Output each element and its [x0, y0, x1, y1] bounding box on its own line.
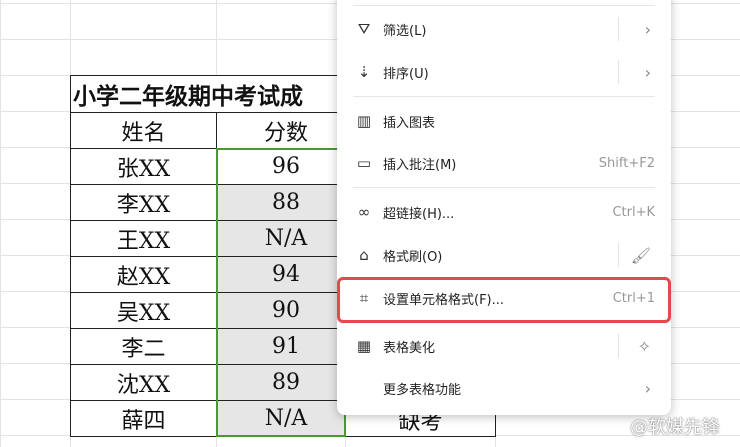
watermark: @软媒先锋 [630, 417, 720, 438]
menu-item[interactable]: ⌂ 格式刷(O) 🖌 [337, 235, 671, 275]
score-cell[interactable]: N/A [216, 220, 356, 257]
header-score[interactable]: 分数 [216, 112, 356, 149]
name-cell[interactable]: 薛四 [70, 400, 217, 437]
menu-item-label: 排序(U) [383, 66, 429, 82]
menu-item-label: 格式刷(O) [383, 249, 443, 265]
menu-separator [353, 5, 655, 6]
score-cell[interactable]: 96 [216, 148, 356, 185]
divider [618, 17, 619, 41]
divider [618, 60, 619, 84]
sort-icon: ⇣ [357, 63, 371, 81]
magic-wand-icon[interactable]: ✧ [637, 336, 651, 356]
highlight-box [337, 277, 671, 323]
name-cell[interactable]: 张XX [70, 148, 217, 185]
chevron-right-icon[interactable]: › [644, 19, 651, 39]
menu-item-label: 超链接(H)... [383, 206, 455, 222]
shortcut-label: Ctrl+1 [612, 290, 655, 306]
menu-item[interactable]: ⇣ 排序(U) › [337, 52, 671, 92]
name-cell[interactable]: 王XX [70, 220, 217, 257]
score-cell[interactable]: N/A [216, 400, 356, 437]
menu-item-label: 插入图表 [383, 115, 436, 131]
chevron-right-icon[interactable]: › [644, 378, 651, 398]
score-cell[interactable]: 88 [216, 184, 356, 221]
menu-item-label: 更多表格功能 [383, 382, 462, 398]
chart-icon: ▥ [356, 112, 372, 130]
header-name[interactable]: 姓名 [70, 112, 217, 149]
menu-item[interactable]: ▦ 表格美化 ✧ [337, 326, 671, 366]
menu-item[interactable]: ⛛ 筛选(L) › [337, 9, 671, 49]
menu-item[interactable]: ▭ 插入批注(M) Shift+F2 [337, 143, 671, 183]
filter-icon: ⛛ [357, 20, 371, 38]
brush-icon[interactable]: 🖌 [630, 245, 651, 265]
table-beautify-icon: ▦ [356, 337, 372, 355]
name-cell[interactable]: 沈XX [70, 364, 217, 401]
score-cell[interactable]: 89 [216, 364, 356, 401]
context-menu: ⛛ 筛选(L) › ⇣ 排序(U) › ▥ 插入图表 ▭ 插入批注(M) Shift+F2 ∞ 超链接(… [337, 0, 671, 415]
link-icon: ∞ [357, 203, 371, 221]
menu-item[interactable]: 更多表格功能 › [337, 368, 671, 408]
menu-item[interactable]: ∞ 超链接(H)... Ctrl+K [337, 192, 671, 232]
menu-item[interactable]: ▥ 插入图表 [337, 101, 671, 141]
name-cell[interactable]: 赵XX [70, 256, 217, 293]
menu-item-label: 设置单元格格式(F)... [383, 292, 505, 308]
format-cells-icon: ⌗ [359, 289, 369, 307]
name-cell[interactable]: 吴XX [70, 292, 217, 329]
divider [618, 243, 619, 267]
score-cell[interactable]: 94 [216, 256, 356, 293]
menu-item-label: 筛选(L) [383, 23, 427, 39]
shortcut-label: Ctrl+K [612, 204, 655, 220]
score-cell[interactable]: 91 [216, 328, 356, 365]
menu-item[interactable]: ⌗ 设置单元格格式(F)... Ctrl+1 [337, 278, 671, 318]
chevron-right-icon[interactable]: › [644, 62, 651, 82]
comment-icon: ▭ [356, 154, 372, 172]
score-cell[interactable]: 90 [216, 292, 356, 329]
menu-item-label: 插入批注(M) [383, 157, 457, 173]
shortcut-label: Shift+F2 [598, 155, 655, 171]
menu-separator [353, 187, 655, 188]
name-cell[interactable]: 李二 [70, 328, 217, 365]
title-cell[interactable]: 小学二年级期中考试成 [70, 75, 360, 113]
name-cell[interactable]: 李XX [70, 184, 217, 221]
menu-item-label: 表格美化 [383, 340, 436, 356]
divider [618, 334, 619, 358]
format-painter-icon: ⌂ [359, 246, 369, 264]
menu-separator [353, 96, 655, 97]
